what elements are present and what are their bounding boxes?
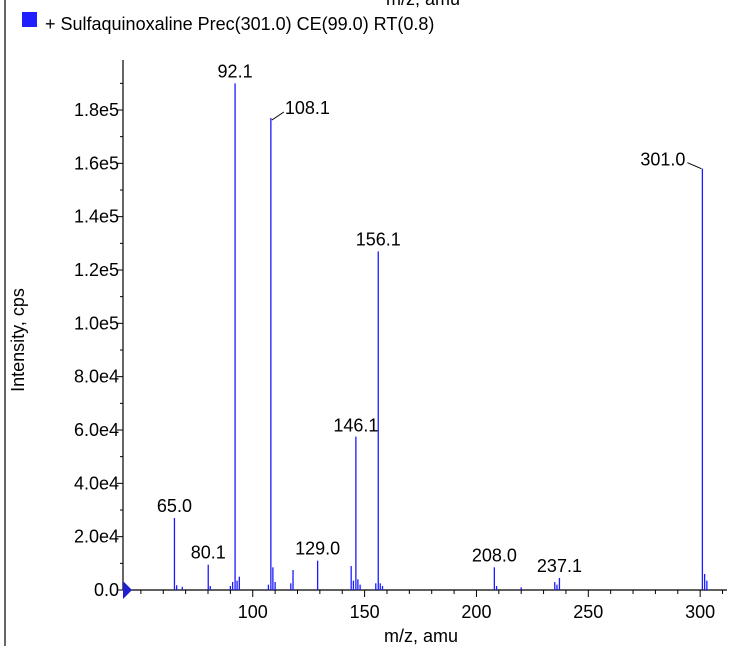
peak-label: 301.0	[640, 150, 685, 170]
x-tick-label: 300	[685, 602, 715, 622]
peak-label: 237.1	[537, 556, 582, 576]
annotation-leader	[271, 111, 285, 121]
y-tick-label: 1.0e5	[74, 313, 119, 333]
x-tick-label: 200	[461, 602, 491, 622]
y-tick-label: 1.8e5	[74, 100, 119, 120]
annotation-leader	[687, 162, 702, 170]
y-tick-label: 0.0	[94, 580, 119, 600]
peak-label: 80.1	[191, 543, 226, 563]
y-axis-title: Intensity, cps	[8, 288, 28, 392]
peak-label: 108.1	[285, 98, 330, 118]
peak-label: 92.1	[218, 61, 253, 81]
x-tick-label: 100	[238, 602, 268, 622]
y-tick-label: 1.6e5	[74, 153, 119, 173]
peak-annotations: 65.0 80.1 92.1 108.1 129.0 146.1 156.1 208.0 237…	[157, 61, 702, 576]
peak-label: 146.1	[333, 416, 378, 436]
peak-label: 129.0	[295, 539, 340, 559]
x-tick-label: 250	[573, 602, 603, 622]
y-axis-ticks: 0.0 2.0e4 4.0e4 6.0e4 8.0e4 1.0e5 1.2e5 1.4e5 1.…	[74, 82, 123, 600]
peak-label: 156.1	[356, 229, 401, 249]
y-tick-label: 4.0e4	[74, 473, 119, 493]
x-axis-ticks: 100 150 200 250 300	[140, 590, 724, 622]
origin-marker[interactable]	[123, 581, 132, 599]
peak-label: 65.0	[157, 496, 192, 516]
legend-title: + Sulfaquinoxaline Prec(301.0) CE(99.0) …	[45, 14, 434, 34]
x-tick-label: 150	[350, 602, 380, 622]
y-tick-label: 1.4e5	[74, 207, 119, 227]
peak-label: 208.0	[472, 545, 517, 565]
y-tick-label: 2.0e4	[74, 527, 119, 547]
spectrum-peaks	[173, 83, 708, 590]
clipped-xaxis-label: m/z, amu	[386, 0, 460, 9]
y-tick-label: 1.2e5	[74, 260, 119, 280]
x-axis-title: m/z, amu	[384, 626, 458, 646]
legend-swatch	[22, 12, 37, 27]
y-tick-label: 8.0e4	[74, 367, 119, 387]
y-tick-label: 6.0e4	[74, 420, 119, 440]
